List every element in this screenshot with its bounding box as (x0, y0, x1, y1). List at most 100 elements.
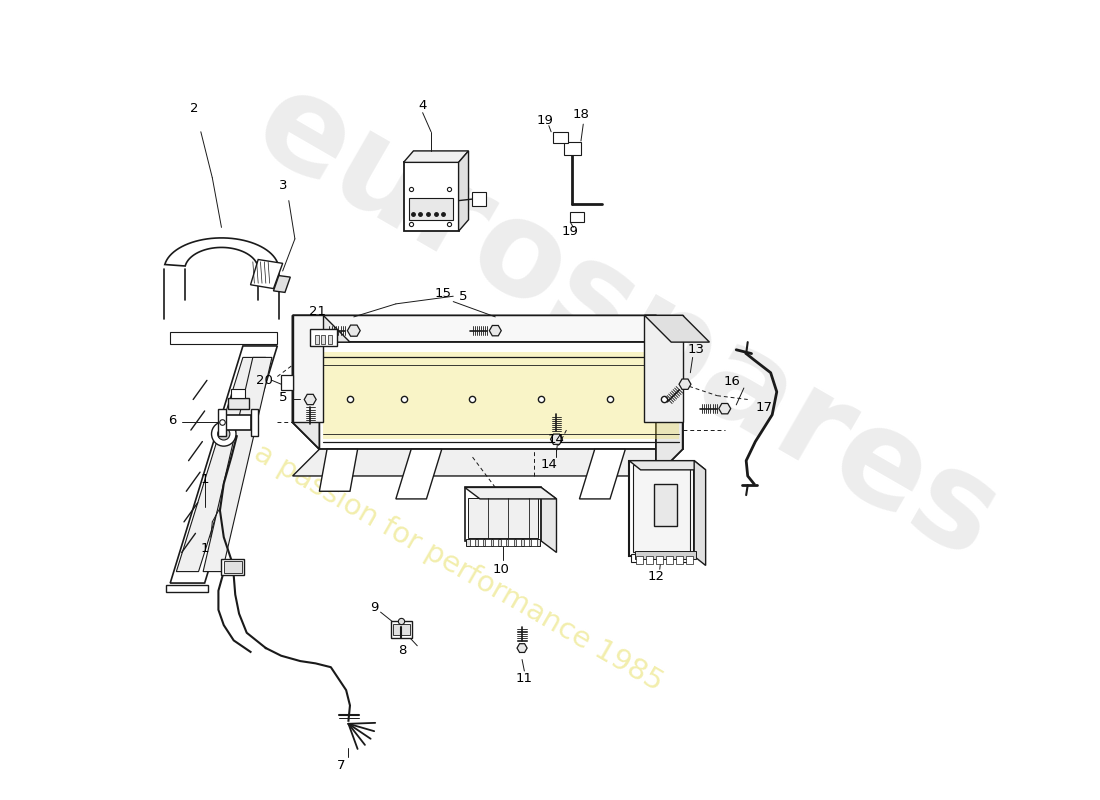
Text: 7: 7 (337, 758, 345, 771)
Polygon shape (165, 238, 278, 266)
Text: 9: 9 (371, 601, 378, 614)
Polygon shape (580, 450, 625, 499)
Bar (466, 538, 540, 546)
Text: 17: 17 (756, 401, 773, 414)
Bar (570, 212, 584, 222)
Bar (223, 561, 242, 573)
Polygon shape (228, 398, 249, 409)
Text: 15: 15 (434, 287, 452, 301)
Bar (221, 558, 244, 575)
Bar (636, 556, 642, 564)
Bar (646, 556, 653, 564)
Polygon shape (645, 315, 683, 422)
Polygon shape (170, 346, 277, 583)
Text: 1: 1 (200, 542, 209, 555)
Bar (404, 162, 459, 231)
Polygon shape (348, 325, 360, 336)
Text: 1: 1 (200, 474, 209, 486)
Bar (524, 539, 529, 546)
Bar (552, 132, 568, 143)
Text: 14: 14 (548, 433, 565, 446)
Polygon shape (323, 352, 679, 439)
Polygon shape (219, 409, 227, 436)
Bar (485, 539, 491, 546)
Bar (508, 539, 514, 546)
Text: 5: 5 (279, 391, 288, 405)
Polygon shape (293, 315, 323, 422)
Bar (282, 375, 294, 390)
Text: 2: 2 (190, 102, 199, 115)
Bar (516, 539, 521, 546)
Text: 4: 4 (418, 98, 427, 111)
Polygon shape (656, 342, 683, 476)
Polygon shape (293, 315, 319, 450)
Bar (231, 389, 245, 398)
Bar (310, 329, 337, 346)
Polygon shape (293, 315, 350, 342)
Polygon shape (204, 358, 272, 571)
Polygon shape (629, 461, 705, 470)
Text: 6: 6 (168, 414, 177, 427)
Bar (500, 539, 506, 546)
Text: 12: 12 (648, 570, 664, 583)
Polygon shape (223, 414, 251, 430)
Bar (632, 465, 691, 553)
Circle shape (211, 422, 236, 446)
Polygon shape (490, 326, 502, 336)
Text: 19: 19 (562, 225, 579, 238)
Polygon shape (459, 151, 469, 231)
Polygon shape (305, 394, 316, 405)
Bar (631, 554, 640, 562)
Text: 18: 18 (572, 108, 590, 121)
Text: 21: 21 (309, 305, 327, 318)
Text: 20: 20 (256, 374, 273, 387)
Polygon shape (404, 151, 469, 162)
Bar (656, 556, 663, 564)
Bar (315, 335, 319, 345)
Bar (531, 539, 537, 546)
Bar (393, 624, 409, 635)
Bar (685, 556, 693, 564)
Bar (675, 556, 683, 564)
Text: 19: 19 (537, 114, 553, 127)
Text: 8: 8 (398, 644, 406, 657)
Bar (629, 461, 694, 556)
Bar (464, 487, 541, 541)
Text: a passion for performance 1985: a passion for performance 1985 (250, 438, 668, 697)
Bar (679, 554, 688, 562)
Polygon shape (176, 358, 266, 571)
Bar (666, 556, 673, 564)
Bar (390, 622, 411, 638)
Polygon shape (464, 487, 557, 499)
Bar (654, 484, 678, 526)
Polygon shape (170, 332, 277, 345)
Bar (564, 142, 581, 154)
Polygon shape (645, 315, 710, 342)
Text: 5: 5 (459, 290, 468, 302)
Bar (493, 539, 498, 546)
Bar (468, 498, 538, 538)
Polygon shape (718, 403, 730, 414)
Polygon shape (517, 644, 527, 653)
Circle shape (218, 428, 230, 440)
Text: 3: 3 (279, 179, 288, 192)
Polygon shape (396, 450, 442, 499)
Text: 11: 11 (516, 672, 532, 685)
Bar (472, 192, 486, 206)
Text: 16: 16 (724, 375, 740, 388)
Polygon shape (319, 450, 358, 491)
Polygon shape (550, 434, 562, 445)
Polygon shape (293, 315, 683, 342)
Polygon shape (541, 487, 557, 553)
Bar (321, 335, 326, 345)
Polygon shape (694, 461, 705, 566)
Bar (328, 335, 332, 345)
Bar (409, 198, 453, 220)
Bar (477, 539, 483, 546)
Polygon shape (319, 342, 683, 450)
Text: eurospares: eurospares (233, 59, 1020, 586)
Polygon shape (274, 275, 290, 293)
Polygon shape (679, 379, 691, 390)
Polygon shape (251, 259, 283, 289)
Polygon shape (293, 450, 683, 476)
